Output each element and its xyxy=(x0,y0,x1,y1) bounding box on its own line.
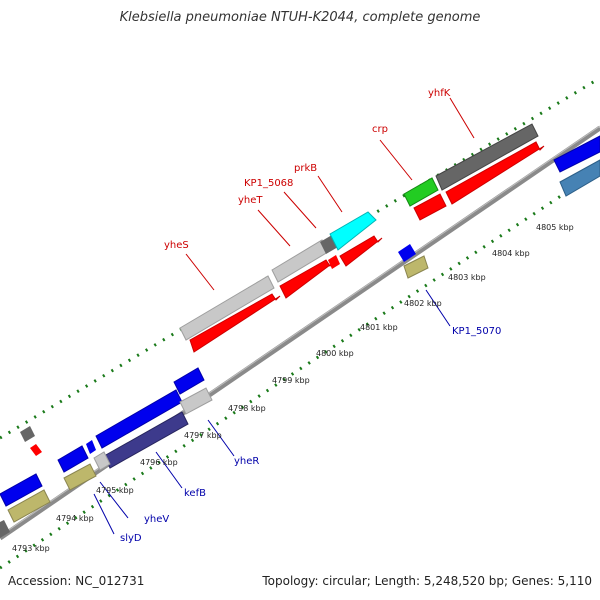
kbp-label-4799: 4799 kbp xyxy=(272,376,310,385)
gene-label-yhes: yheS xyxy=(164,240,189,251)
kbp-label-4798: 4798 kbp xyxy=(228,404,266,413)
gene-block-blue-far-left xyxy=(0,473,43,507)
bottom-label-leaders xyxy=(93,289,451,535)
gene-label-yhev: yheV xyxy=(144,514,169,525)
red-arrow-4 xyxy=(339,235,383,267)
gene-block-blue-right xyxy=(553,135,600,173)
red-arrow-5 xyxy=(413,193,447,221)
footer-accession: Accession: NC_012731 xyxy=(8,574,145,588)
kbp-label-4805: 4805 kbp xyxy=(536,223,574,232)
gene-label-kp1-5070: KP1_5070 xyxy=(452,326,501,337)
gene-block-blue-yhev xyxy=(57,445,89,473)
footer-topology: Topology: circular; Length: 5,248,520 bp… xyxy=(262,574,592,588)
gene-block-green-crp xyxy=(403,177,439,207)
gene-block-cyan-prkb xyxy=(329,211,377,251)
gene-label-crp: crp xyxy=(372,124,388,135)
red-arrow-small-left xyxy=(30,444,42,456)
forward-strand-features xyxy=(0,123,600,538)
gene-block-ghost-top-left xyxy=(20,426,35,442)
gene-label-prkb: prkB xyxy=(294,163,317,174)
kbp-label-4803: 4803 kbp xyxy=(448,273,486,282)
kbp-label-4797: 4797 kbp xyxy=(184,431,222,440)
gene-block-olive-far-left xyxy=(7,489,51,523)
gene-label-yhet: yheT xyxy=(238,195,263,206)
kbp-label-4801: 4801 kbp xyxy=(360,323,398,332)
gene-block-large-gray xyxy=(179,275,275,341)
gene-label-yhfk: yhfK xyxy=(428,88,451,99)
top-label-leaders xyxy=(185,97,475,291)
gene-block-olive-slyd xyxy=(63,463,97,491)
gene-block-gray-mid xyxy=(179,387,213,415)
kbp-label-4796: 4796 kbp xyxy=(140,458,178,467)
kbp-label-4794: 4794 kbp xyxy=(56,514,94,523)
page-title: Klebsiella pneumoniae NTUH-K2044, comple… xyxy=(119,10,481,25)
gene-block-dark-gray-yhfk xyxy=(435,123,539,191)
kbp-label-4804: 4804 kbp xyxy=(492,249,530,258)
kbp-label-4795: 4795 kbp xyxy=(96,486,134,495)
gene-label-yher: yheR xyxy=(234,456,259,467)
kbp-label-4800: 4800 kbp xyxy=(316,349,354,358)
red-arrow-1 xyxy=(189,293,281,353)
gene-label-slyd: slyD xyxy=(120,533,142,544)
gene-block-blue-small xyxy=(86,440,96,454)
red-arrow-6 xyxy=(445,141,545,205)
kbp-label-4793: 4793 kbp xyxy=(12,544,50,553)
gene-block-dark-far-left xyxy=(0,520,10,538)
gene-label-kefb: kefB xyxy=(184,488,206,499)
kbp-label-4802: 4802 kbp xyxy=(404,299,442,308)
red-arrow-3 xyxy=(328,255,340,269)
gene-block-gray-left xyxy=(93,451,111,471)
inner-tick-track xyxy=(0,168,600,570)
reverse-strand-features xyxy=(30,141,545,456)
gene-block-blue-left-top xyxy=(173,367,205,395)
gene-label-kp1-5068: KP1_5068 xyxy=(244,178,293,189)
blue-arrow-kp1-5070 xyxy=(398,244,416,262)
gene-block-steel-right xyxy=(559,159,600,197)
olive-block-kp1-5070 xyxy=(403,255,429,279)
